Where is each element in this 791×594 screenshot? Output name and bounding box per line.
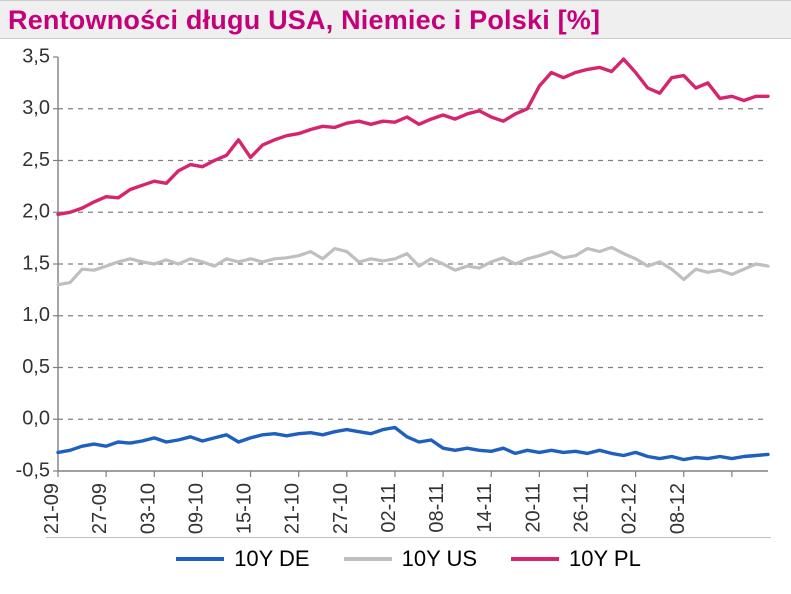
y-tick-label: 3,5 — [22, 45, 50, 67]
x-tick-label: 02-11 — [378, 483, 400, 533]
chart-title: Rentowności długu USA, Niemiec i Polski … — [8, 5, 781, 36]
legend-label: 10Y PL — [569, 546, 641, 572]
y-tick-label: 2,0 — [22, 201, 50, 223]
legend-item: 10Y PL — [511, 546, 641, 572]
chart-canvas: -0,5 0,0 0,5 1,0 1,5 2,0 2,5 3,0 3,5 21-09 27-09 03… — [0, 39, 791, 537]
y-tick-label: 1,0 — [22, 304, 50, 326]
y-tick-label: -0,5 — [16, 459, 50, 481]
x-tick-label: 14-11 — [474, 483, 496, 533]
chart-title-bar: Rentowności długu USA, Niemiec i Polski … — [0, 0, 791, 39]
x-tick-label: 08-11 — [426, 483, 448, 533]
x-tick-label: 08-12 — [667, 483, 689, 534]
legend-item: 10Y DE — [176, 546, 309, 572]
y-tick-label: 0,5 — [22, 356, 50, 378]
x-tick-label: 21-09 — [41, 483, 63, 534]
legend-swatch — [344, 557, 392, 561]
x-tick-label: 27-09 — [89, 483, 111, 534]
x-tick-label: 26-11 — [570, 483, 592, 533]
legend-swatch — [176, 557, 224, 561]
x-tick-label: 20-11 — [522, 483, 544, 533]
x-tick-label: 02-12 — [619, 483, 641, 534]
series-line-10y-us — [58, 247, 768, 284]
legend-item: 10Y US — [344, 546, 477, 572]
chart-legend: 10Y DE 10Y US 10Y PL — [46, 537, 771, 572]
x-tick-label: 03-10 — [137, 483, 159, 534]
yield-chart: -0,5 0,0 0,5 1,0 1,5 2,0 2,5 3,0 3,5 21-09 27-09 03… — [0, 39, 791, 537]
x-tick-label: 27-10 — [330, 483, 352, 534]
x-tick-label: 15-10 — [234, 483, 256, 534]
x-tick-label: 21-10 — [282, 483, 304, 534]
x-tick-label: 09-10 — [185, 483, 207, 534]
series-line-10y-de — [58, 428, 768, 460]
series-line-10y-pl — [58, 59, 768, 214]
y-tick-label: 3,0 — [22, 97, 50, 119]
y-tick-label: 2,5 — [22, 149, 50, 171]
legend-swatch — [511, 557, 559, 561]
legend-label: 10Y US — [402, 546, 477, 572]
y-tick-label: 0,0 — [22, 408, 50, 430]
legend-label: 10Y DE — [234, 546, 309, 572]
y-tick-label: 1,5 — [22, 252, 50, 274]
